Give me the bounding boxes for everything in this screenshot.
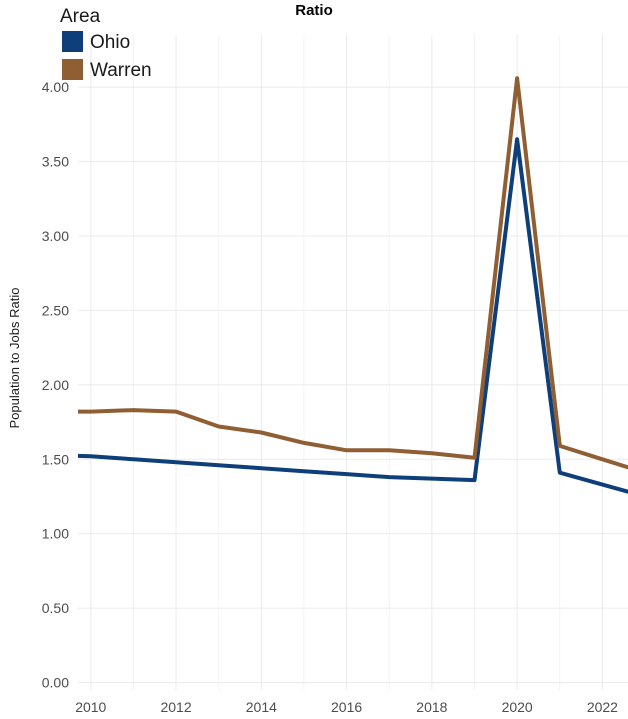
legend-title: Area xyxy=(60,6,101,27)
series-line-warren xyxy=(78,76,628,470)
x-axis-ticks: 2010 2012 2014 2016 2018 2020 2022 xyxy=(75,699,618,715)
chart-title: Ratio xyxy=(295,2,333,19)
series-line-ohio xyxy=(78,137,628,494)
x-tick-label: 2018 xyxy=(416,699,447,715)
legend-label-ohio: Ohio xyxy=(90,32,130,53)
series-lines xyxy=(78,76,628,494)
legend-swatch-ohio xyxy=(62,31,83,52)
y-tick-label: 2.00 xyxy=(42,377,69,393)
y-tick-label: 0.00 xyxy=(42,675,69,691)
y-axis-label: Population to Jobs Ratio xyxy=(7,288,22,429)
x-tick-label: 2022 xyxy=(587,699,618,715)
x-tick-label: 2012 xyxy=(160,699,191,715)
y-axis-ticks: 0.00 0.50 1.00 1.50 2.00 2.50 3.00 3.50 4.00 xyxy=(42,79,69,690)
y-tick-label: 0.50 xyxy=(42,600,69,616)
x-tick-label: 2016 xyxy=(331,699,362,715)
x-tick-label: 2020 xyxy=(502,699,533,715)
x-tick-label: 2014 xyxy=(246,699,277,715)
y-tick-label: 3.00 xyxy=(42,228,69,244)
y-tick-label: 1.50 xyxy=(42,451,69,467)
legend-label-warren: Warren xyxy=(90,60,152,81)
y-tick-label: 2.50 xyxy=(42,302,69,318)
y-tick-label: 3.50 xyxy=(42,154,69,170)
y-tick-label: 1.00 xyxy=(42,526,69,542)
legend: Area Ohio Warren xyxy=(60,6,152,81)
x-tick-label: 2010 xyxy=(75,699,106,715)
legend-swatch-warren xyxy=(62,59,83,80)
y-tick-label: 4.00 xyxy=(42,79,69,95)
